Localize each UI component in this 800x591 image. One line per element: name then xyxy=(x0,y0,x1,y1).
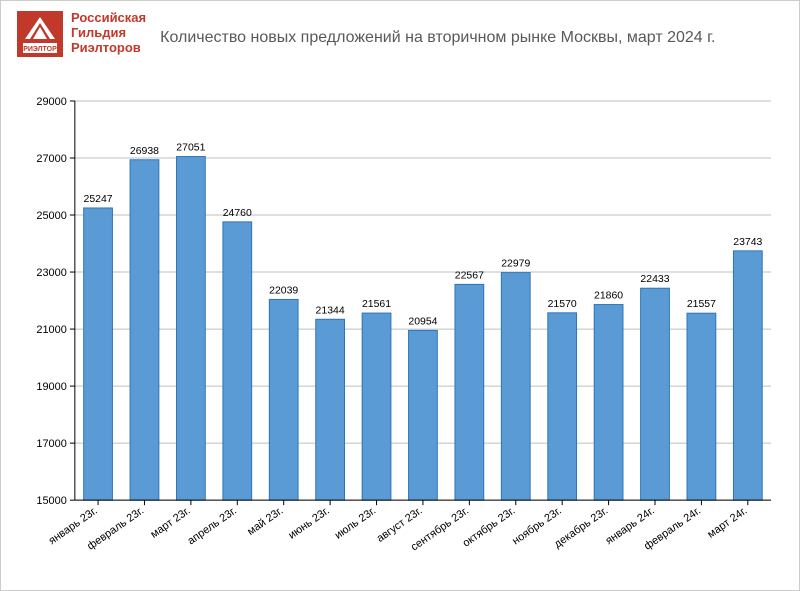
x-category-label: май 23г. xyxy=(245,505,285,538)
chart-title: Количество новых предложений на вторично… xyxy=(160,29,783,47)
org-line-2: Гильдия xyxy=(71,26,146,41)
bar-value-label: 20954 xyxy=(408,316,437,327)
bar-value-label: 24760 xyxy=(223,208,252,219)
bar xyxy=(362,313,391,500)
bar-value-label: 21570 xyxy=(548,299,577,310)
svg-text:27000: 27000 xyxy=(36,153,67,165)
bar-value-label: 26938 xyxy=(130,146,159,157)
bar-value-label: 25247 xyxy=(83,194,112,205)
bar-value-label: 22433 xyxy=(640,274,669,285)
org-logo: РИЭЛТОР xyxy=(17,11,63,57)
bar xyxy=(409,330,438,500)
bar-value-label: 23743 xyxy=(733,237,762,248)
bar xyxy=(269,299,298,500)
bar xyxy=(641,288,670,500)
svg-text:17000: 17000 xyxy=(36,438,67,450)
header: РИЭЛТОР Российская Гильдия Риэлторов Кол… xyxy=(17,11,783,57)
org-name: Российская Гильдия Риэлторов xyxy=(71,11,146,56)
x-category-label: апрель 23г. xyxy=(185,505,239,548)
bar xyxy=(455,284,484,500)
bar-value-label: 22039 xyxy=(269,285,298,296)
svg-text:25000: 25000 xyxy=(36,210,67,222)
bar-value-label: 21557 xyxy=(687,299,716,310)
svg-text:15000: 15000 xyxy=(36,495,67,507)
bar-chart: 15000 17000 19000 21000 23000 25000 27000 29000… xyxy=(17,81,783,580)
bar xyxy=(733,251,762,500)
x-category-label: июнь 23г. xyxy=(286,505,331,542)
bar-value-label: 21860 xyxy=(594,291,623,302)
svg-text:29000: 29000 xyxy=(36,96,67,108)
bar xyxy=(548,313,577,500)
bar-value-label: 21561 xyxy=(362,299,391,310)
x-category-label: март 24г. xyxy=(705,505,749,541)
bar xyxy=(687,313,716,500)
bar xyxy=(316,319,345,500)
bar xyxy=(223,222,252,500)
org-line-3: Риэлторов xyxy=(71,41,146,56)
bar xyxy=(130,160,159,500)
bar-value-label: 21344 xyxy=(316,305,345,316)
bar-value-label: 22567 xyxy=(455,270,484,281)
logo-caption: РИЭЛТОР xyxy=(23,46,57,53)
svg-text:21000: 21000 xyxy=(36,324,67,336)
bar-value-label: 27051 xyxy=(176,143,205,154)
bar xyxy=(594,305,623,501)
svg-text:23000: 23000 xyxy=(36,267,67,279)
bar xyxy=(501,273,530,501)
bar xyxy=(176,157,205,501)
bar xyxy=(84,208,113,500)
x-category-label: октябрь 23г. xyxy=(461,505,518,550)
bar-value-label: 22979 xyxy=(501,259,530,270)
x-category-label: июль 23г. xyxy=(333,505,379,542)
x-category-label: март 23г. xyxy=(148,505,192,541)
svg-text:19000: 19000 xyxy=(36,381,67,393)
org-line-1: Российская xyxy=(71,11,146,26)
